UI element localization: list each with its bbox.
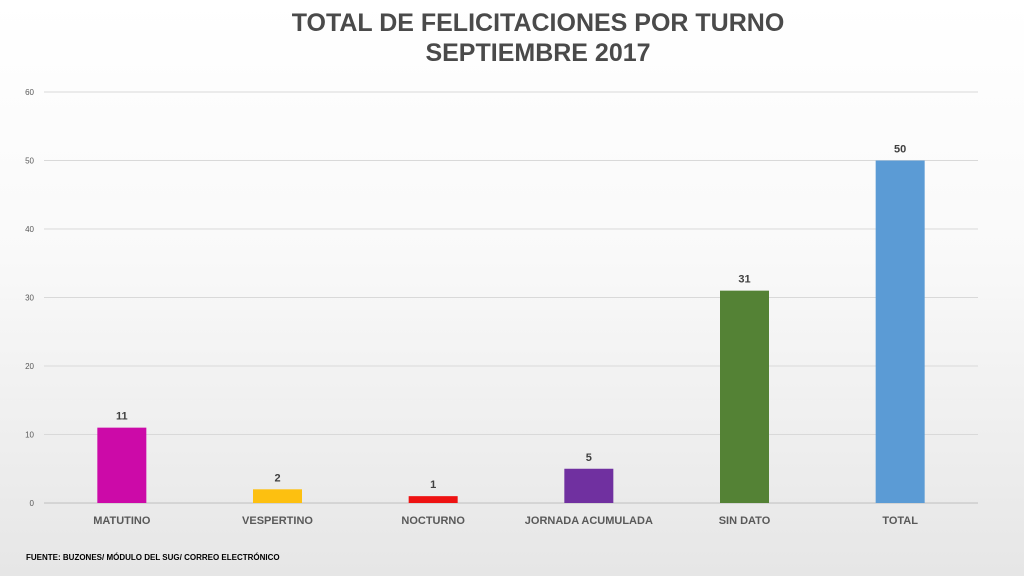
- bar: [564, 468, 614, 503]
- data-label: 1: [430, 479, 436, 491]
- bar: [408, 496, 458, 503]
- chart-title: TOTAL DE FELICITACIONES POR TURNO: [291, 9, 785, 37]
- y-tick-label: 60: [25, 88, 34, 97]
- y-tick-label: 50: [25, 157, 34, 166]
- y-tick-label: 40: [25, 225, 34, 234]
- data-label: 50: [894, 144, 906, 156]
- bar: [875, 160, 925, 503]
- source-note: FUENTE: BUZONES/ MÓDULO DEL SUG/ CORREO …: [26, 553, 280, 562]
- x-tick-label: VESPERTINO: [242, 515, 313, 527]
- y-tick-label: 30: [25, 294, 34, 303]
- x-tick-label: TOTAL: [882, 515, 918, 527]
- chart-title-block: TOTAL DE FELICITACIONES POR TURNO SEPTIE…: [0, 8, 1024, 68]
- y-tick-label: 10: [25, 431, 34, 440]
- chart-subtitle: SEPTIEMBRE 2017: [425, 39, 651, 67]
- x-tick-label: NOCTURNO: [401, 515, 465, 527]
- bar: [97, 427, 147, 503]
- data-label: 5: [586, 452, 592, 464]
- x-tick-label: SIN DATO: [719, 515, 771, 527]
- y-tick-label: 0: [30, 499, 35, 508]
- bar: [253, 489, 302, 503]
- data-label: 11: [116, 411, 128, 423]
- y-tick-label: 20: [25, 362, 34, 371]
- data-label: 31: [738, 274, 750, 286]
- x-tick-label: MATUTINO: [93, 515, 151, 527]
- data-label: 2: [274, 472, 280, 484]
- bar: [720, 290, 769, 503]
- x-tick-label: JORNADA ACUMULADA: [525, 515, 653, 527]
